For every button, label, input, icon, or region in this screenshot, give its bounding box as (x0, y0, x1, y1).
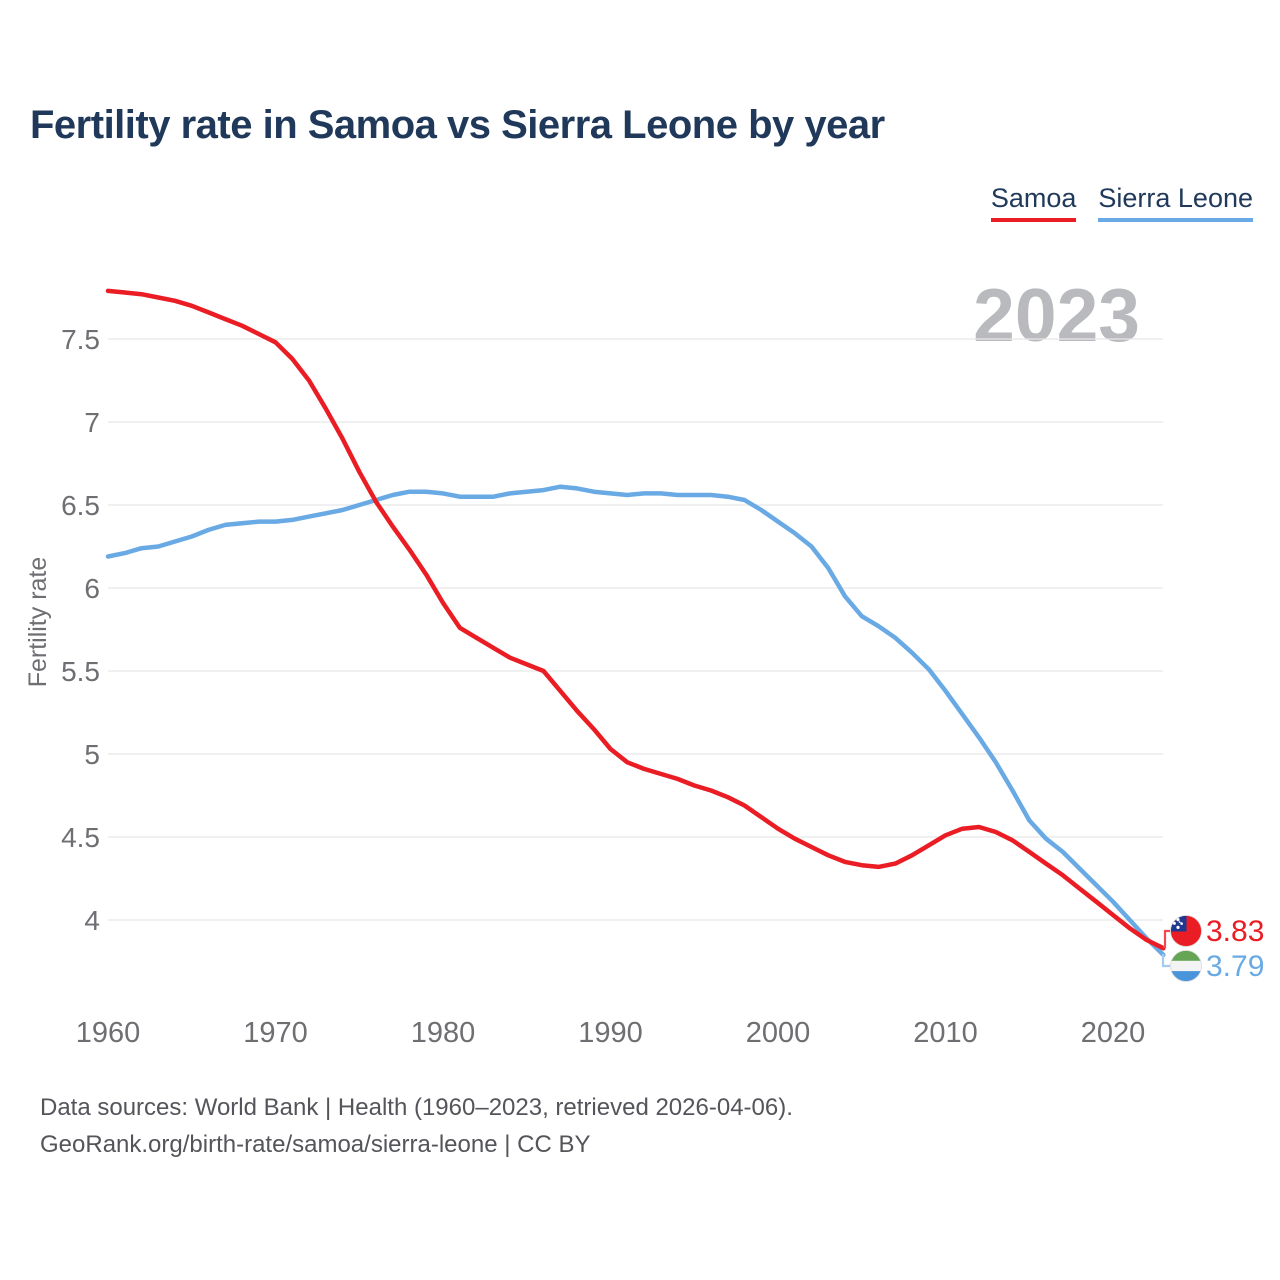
leader-line-samoa (1163, 929, 1170, 949)
axis-layer: 4 4.5 5 5.5 6 6.5 7 7.5 1960 1970 1980 1990 2000 2010… (61, 324, 1145, 1049)
x-tick-label: 1960 (76, 1017, 141, 1049)
y-tick-label: 7 (84, 407, 100, 438)
y-tick-label: 6.5 (61, 490, 100, 521)
legend-label-samoa: Samoa (990, 183, 1077, 213)
series-layer (105, 288, 1166, 958)
legend-label-sierra-leone: Sierra Leone (1098, 183, 1253, 213)
end-value-sierra-leone: 3.79 (1206, 950, 1264, 983)
x-tick-label: 1980 (411, 1017, 476, 1049)
y-tick-label: 5 (84, 739, 100, 770)
year-watermark: 2023 (973, 273, 1140, 357)
y-tick-label: 6 (84, 573, 100, 604)
end-value-samoa: 3.83 (1206, 915, 1264, 948)
y-axis-title: Fertility rate (24, 557, 52, 688)
y-tick-label: 4.5 (61, 822, 100, 853)
samoa-flag-icon (1170, 915, 1202, 947)
leader-line-sierra-leone (1161, 954, 1170, 968)
legend-item-sierra-leone[interactable]: Sierra Leone (1098, 183, 1253, 222)
y-tick-label: 7.5 (61, 324, 100, 355)
legend-item-samoa[interactable]: Samoa (990, 183, 1077, 222)
sierra-leone-flag-icon (1170, 950, 1202, 982)
x-tick-label: 1970 (243, 1017, 308, 1049)
footer-url-line: GeoRank.org/birth-rate/samoa/sierra-leon… (40, 1131, 591, 1158)
footer: Data sources: World Bank | Health (1960–… (40, 1089, 793, 1163)
x-tick-label: 2020 (1081, 1017, 1146, 1049)
chart-title: Fertility rate in Samoa vs Sierra Leone … (30, 103, 885, 147)
x-tick-label: 2000 (746, 1017, 811, 1049)
grid-layer (108, 338, 1163, 921)
legend: Samoa Sierra Leone (990, 183, 1253, 222)
y-tick-label: 5.5 (61, 656, 100, 687)
x-tick-label: 1990 (578, 1017, 643, 1049)
footer-source-line: Data sources: World Bank | Health (1960–… (40, 1094, 793, 1121)
series-line-samoa (105, 288, 1166, 951)
series-line-sierra-leone (105, 484, 1166, 958)
x-tick-label: 2010 (913, 1017, 978, 1049)
y-tick-label: 4 (84, 905, 100, 936)
